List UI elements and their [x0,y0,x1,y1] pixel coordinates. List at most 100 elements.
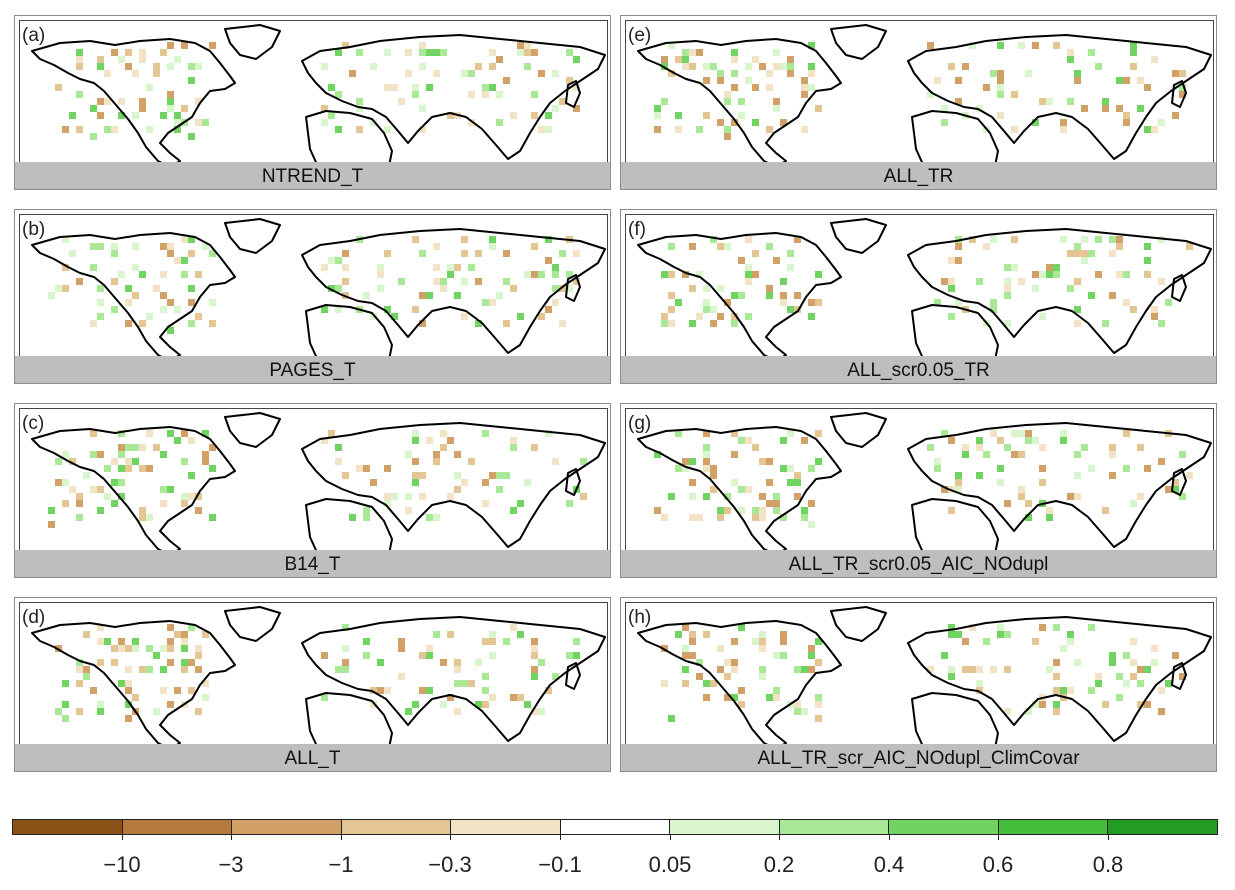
shaded-grid-cell [976,278,983,285]
shaded-grid-cell [780,638,787,645]
shaded-grid-cell [997,112,1004,119]
shaded-grid-cell [118,444,125,451]
shaded-grid-cell [195,652,202,659]
shaded-grid-cell [1018,430,1025,437]
shaded-grid-cell [787,479,794,486]
shaded-grid-cell [661,98,668,105]
shaded-grid-cell [139,666,146,673]
shaded-grid-cell [1067,687,1074,694]
shaded-grid-cell [524,49,531,56]
shaded-grid-cell [188,493,195,500]
shaded-grid-cell [167,486,174,493]
shaded-grid-cell [1088,292,1095,299]
shaded-grid-cell [538,70,545,77]
shaded-grid-cell [146,666,153,673]
shaded-grid-cell [160,500,167,507]
shaded-grid-cell [573,638,580,645]
shaded-grid-cell [370,313,377,320]
shaded-grid-cell [69,112,76,119]
shaded-grid-cell [97,56,104,63]
shaded-grid-cell [1158,708,1165,715]
shaded-grid-cell [955,77,962,84]
shaded-grid-cell [1046,666,1053,673]
coastline [1171,662,1187,690]
shaded-grid-cell [104,465,111,472]
shaded-grid-cell [146,514,153,521]
shaded-grid-cell [1032,271,1039,278]
shaded-grid-cell [1109,250,1116,257]
shaded-grid-cell [703,306,710,313]
shaded-grid-cell [1172,486,1179,493]
shaded-grid-cell [1011,430,1018,437]
shaded-grid-cell [1074,77,1081,84]
shaded-grid-cell [335,126,342,133]
shaded-grid-cell [1095,271,1102,278]
shaded-grid-cell [440,278,447,285]
panel-label: (f) [628,219,646,240]
panel-title: ALL_TR [621,162,1216,189]
shaded-grid-cell [370,63,377,70]
panel-label: (b) [22,219,46,240]
shaded-grid-cell [1011,236,1018,243]
coastline [305,498,393,559]
shaded-grid-cell [167,624,174,631]
shaded-grid-cell [1074,278,1081,285]
shaded-grid-cell [118,56,125,63]
coastline [830,412,887,448]
shaded-grid-cell [174,126,181,133]
shaded-grid-cell [1039,313,1046,320]
shaded-grid-cell [76,56,83,63]
shaded-grid-cell [97,285,104,292]
shaded-grid-cell [552,105,559,112]
coastline [911,304,999,365]
shaded-grid-cell [717,70,724,77]
shaded-grid-cell [531,638,538,645]
shaded-grid-cell [948,257,955,264]
shaded-grid-cell [468,119,475,126]
shaded-grid-cell [412,472,419,479]
shaded-grid-cell [132,694,139,701]
shaded-grid-cell [209,514,216,521]
shaded-grid-cell [97,486,104,493]
shaded-grid-cell [321,306,328,313]
shaded-grid-cell [433,243,440,250]
shaded-grid-cell [689,652,696,659]
shaded-grid-cell [1025,437,1032,444]
shaded-grid-cell [773,687,780,694]
shaded-grid-cell [948,631,955,638]
shaded-grid-cell [955,631,962,638]
shaded-grid-cell [1011,91,1018,98]
shaded-grid-cell [815,659,822,666]
shaded-grid-cell [433,70,440,77]
shaded-grid-cell [675,112,682,119]
shaded-grid-cell [440,430,447,437]
shaded-grid-cell [1046,271,1053,278]
shaded-grid-cell [1116,243,1123,250]
shaded-grid-cell [1179,70,1186,77]
shaded-grid-cell [132,458,139,465]
shaded-grid-cell [111,126,118,133]
shaded-grid-cell [696,126,703,133]
shaded-grid-cell [717,507,724,514]
shaded-grid-cell [654,112,661,119]
shaded-grid-cell [153,285,160,292]
shaded-grid-cell [524,479,531,486]
shaded-grid-cell [139,49,146,56]
shaded-grid-cell [398,673,405,680]
shaded-grid-cell [703,112,710,119]
shaded-grid-cell [62,479,69,486]
shaded-grid-cell [573,278,580,285]
shaded-grid-cell [787,70,794,77]
shaded-grid-cell [1116,694,1123,701]
shaded-grid-cell [510,112,517,119]
shaded-grid-cell [412,91,419,98]
shaded-grid-cell [69,250,76,257]
shaded-grid-cell [682,645,689,652]
shaded-grid-cell [969,666,976,673]
shaded-grid-cell [510,437,517,444]
panel-label: (h) [628,607,652,628]
shaded-grid-cell [1004,500,1011,507]
shaded-grid-cell [1004,444,1011,451]
shaded-grid-cell [801,507,808,514]
shaded-grid-cell [328,430,335,437]
